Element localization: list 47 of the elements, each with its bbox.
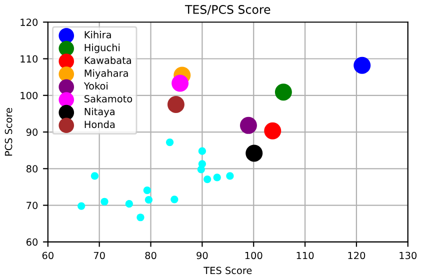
legend-label: Yokoi bbox=[84, 82, 108, 90]
x-tick-label: 90 bbox=[196, 252, 208, 260]
point bbox=[100, 198, 108, 206]
point bbox=[170, 196, 178, 204]
x-tick-label: 100 bbox=[245, 252, 262, 260]
point bbox=[197, 166, 205, 174]
point bbox=[240, 116, 257, 134]
x-axis-title: TES Score bbox=[204, 266, 252, 274]
x-tick-label: 120 bbox=[348, 252, 366, 260]
point bbox=[136, 214, 144, 222]
point bbox=[226, 172, 234, 180]
point bbox=[213, 174, 221, 182]
legend-label: Sakamoto bbox=[84, 94, 132, 102]
y-tick-label: 70 bbox=[26, 202, 38, 210]
point bbox=[90, 172, 99, 180]
legend-label: Nitaya bbox=[84, 108, 114, 118]
point bbox=[354, 56, 371, 74]
point bbox=[144, 196, 153, 204]
legend-label: Higuchi bbox=[84, 44, 120, 54]
x-tick-label: 60 bbox=[42, 252, 54, 260]
point bbox=[143, 186, 151, 194]
point bbox=[264, 122, 282, 140]
point bbox=[125, 200, 133, 208]
legend-label: Miyahara bbox=[84, 69, 128, 79]
y-tick-label: 90 bbox=[26, 128, 38, 136]
y-tick-label: 80 bbox=[26, 165, 38, 172]
x-tick-label: 70 bbox=[94, 252, 105, 260]
legend-label: Kihira bbox=[84, 30, 111, 38]
y-tick-label: 120 bbox=[20, 18, 38, 26]
y-tick-label: 100 bbox=[20, 92, 38, 100]
point bbox=[167, 96, 184, 114]
point bbox=[166, 138, 174, 146]
point bbox=[172, 74, 189, 92]
point bbox=[204, 175, 212, 184]
chart-title: TES/PCS Score bbox=[184, 5, 270, 15]
point bbox=[78, 202, 86, 210]
x-tick-label: 130 bbox=[400, 252, 417, 260]
legend-label: Honda bbox=[84, 120, 115, 128]
x-tick-label: 110 bbox=[296, 252, 314, 260]
point bbox=[246, 144, 263, 162]
y-tick-label: 110 bbox=[20, 55, 38, 63]
x-tick-label: 80 bbox=[145, 252, 156, 260]
y-tick-label: 60 bbox=[26, 238, 38, 246]
point bbox=[198, 147, 206, 155]
point bbox=[274, 84, 292, 101]
legend-label: Kawabata bbox=[84, 56, 131, 64]
y-axis-title: PCS Score bbox=[4, 108, 12, 156]
